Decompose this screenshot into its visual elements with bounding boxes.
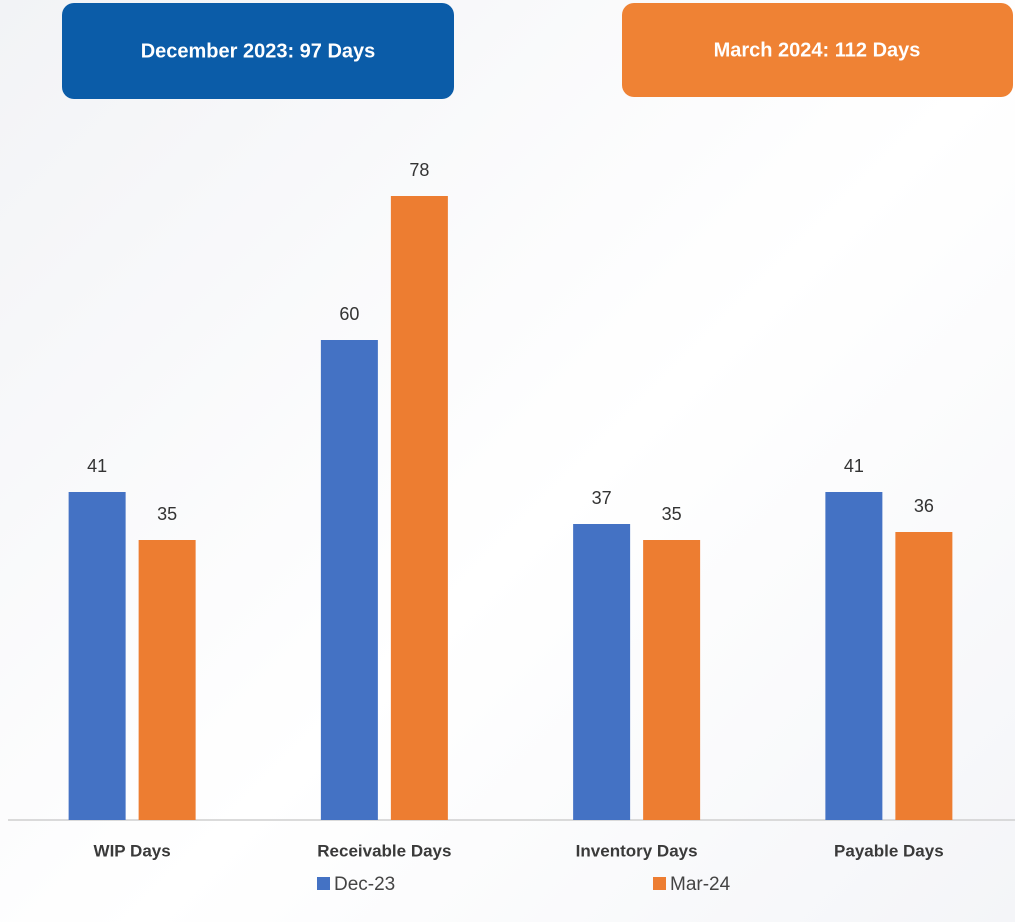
x-tick-label: WIP Days [94, 841, 171, 860]
data-label: 41 [844, 456, 864, 476]
x-tick-label: Payable Days [834, 841, 944, 860]
data-label: 36 [914, 496, 934, 516]
data-label: 41 [87, 456, 107, 476]
annotation-box [622, 3, 1013, 97]
x-tick-label: Receivable Days [317, 841, 451, 860]
annotation: December 2023: 97 Days [141, 40, 376, 62]
bar [825, 492, 883, 820]
annotation-box [62, 3, 454, 99]
data-label: 78 [409, 160, 429, 180]
bar [573, 524, 631, 820]
bar [390, 196, 448, 820]
bar [68, 492, 126, 820]
legend-swatch [317, 877, 330, 890]
bar [643, 540, 701, 820]
data-label: 60 [339, 304, 359, 324]
data-label: 35 [157, 504, 177, 524]
legend-label: Mar-24 [670, 874, 731, 895]
legend-swatch [653, 877, 666, 890]
bar [320, 340, 378, 820]
data-label: 35 [662, 504, 682, 524]
x-tick-label: Inventory Days [576, 841, 698, 860]
data-label: 37 [592, 488, 612, 508]
bar [895, 532, 953, 820]
legend-label: Dec-23 [334, 874, 395, 895]
bar [138, 540, 196, 820]
annotation: March 2024: 112 Days [714, 39, 921, 61]
